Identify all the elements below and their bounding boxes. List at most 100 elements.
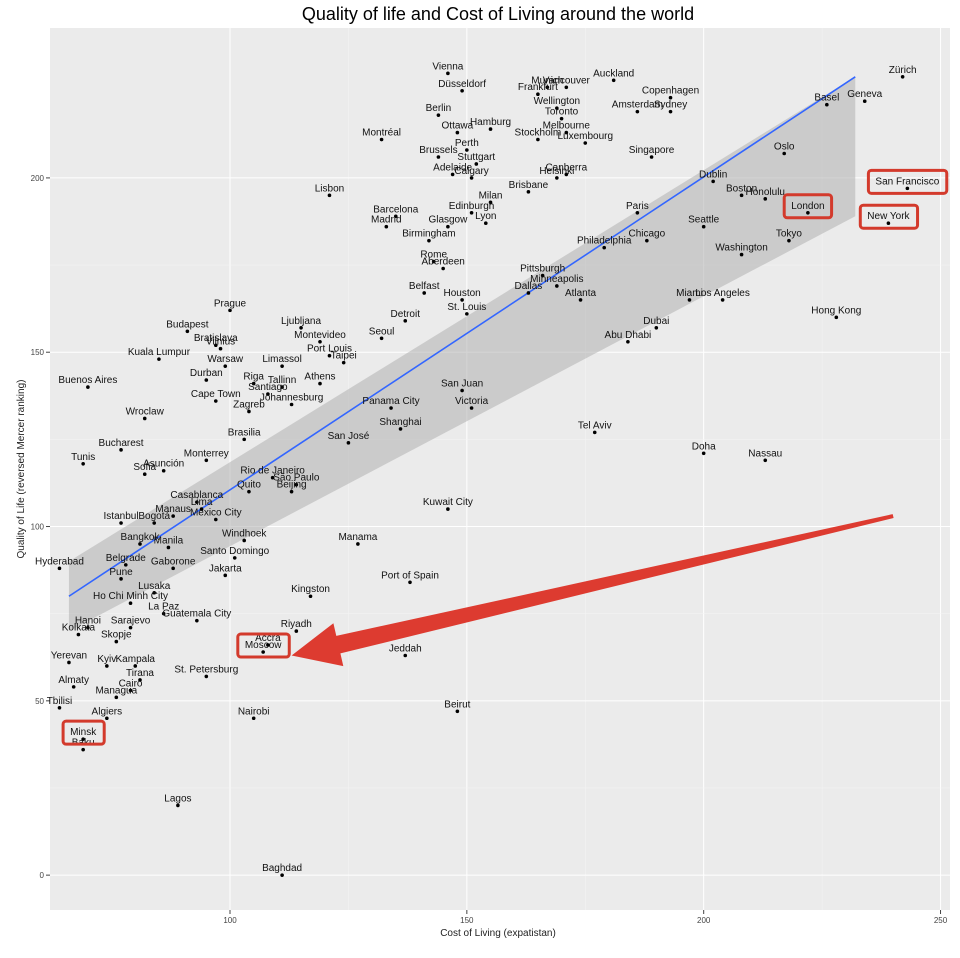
city-label: London [791,201,824,212]
data-point [540,273,545,278]
city-label: Lisbon [315,183,344,194]
data-point [138,678,142,682]
city-label: Abu Dhabi [605,330,652,341]
data-point [545,85,550,90]
data-point [289,489,294,494]
data-point [900,75,905,79]
city-label: Nairobi [238,706,270,717]
city-label: Managua [95,685,137,696]
data-point [223,573,228,578]
data-point [251,381,256,386]
data-point [152,590,157,595]
city-label: Guatemala City [162,609,231,620]
data-point [81,747,85,752]
city-label: Philadelphia [577,236,632,247]
data-point [483,221,488,226]
data-point [379,137,384,142]
data-point [299,326,303,330]
city-label: Stuttgart [457,152,495,163]
city-label: Santiago [248,382,288,393]
city-label: Santo Domingo [200,546,269,557]
city-label: Cairo [119,678,143,689]
data-point [687,298,692,302]
city-label: Wellington [534,96,581,107]
data-point [488,127,493,131]
city-label: Pune [109,567,133,578]
data-point [318,381,322,386]
city-label: Athens [304,372,335,383]
y-tick-label: 0 [40,871,45,880]
city-label: Belgrade [106,553,146,564]
city-label: Quito [237,480,261,491]
city-label: Edinburgh [449,201,495,212]
city-label: Amsterdam [612,100,663,111]
data-point [763,197,768,201]
data-point [469,406,474,410]
data-point [384,224,389,229]
data-point [294,629,299,633]
city-label: Tel Aviv [578,420,612,431]
city-label: Riga [243,372,264,383]
data-point [398,427,403,431]
data-point [232,556,237,560]
data-point [223,364,228,368]
data-point [185,329,190,334]
city-label: Lusaka [138,581,171,592]
chart-title: Quality of life and Cost of Living aroun… [302,4,694,24]
city-label: Helsinki [539,166,574,177]
city-label: Casablanca [170,490,223,501]
data-point [564,130,569,135]
city-label: Warsaw [207,354,244,365]
y-tick-label: 150 [31,348,45,357]
data-point [469,176,474,180]
city-label: Boston [726,183,757,194]
data-point [862,99,867,104]
grid-lines [50,28,950,910]
city-label: Windhoek [222,528,267,539]
city-label: Seoul [369,326,395,337]
data-point [526,291,531,295]
data-point [171,566,175,571]
city-label: Vilnius [206,337,235,348]
city-label: Lima [191,497,213,508]
data-point [280,873,284,877]
city-label: Panama City [362,396,419,407]
data-point [474,162,479,166]
data-point [536,137,540,142]
data-point [176,803,180,808]
city-label: Brussels [419,145,457,156]
data-point [905,186,910,191]
city-label: Wroclaw [126,406,165,417]
city-label: Almaty [58,675,89,686]
city-label: Dubai [643,316,669,327]
data-point [602,245,607,250]
data-point [611,78,616,83]
city-labels: Zürich Geneva Vienna MunichVancouverAucklan… [35,61,940,874]
data-point [379,336,384,341]
city-label: Glasgow [428,215,468,226]
data-point [128,625,133,630]
city-label: São Paulo [273,473,320,484]
data-point [280,364,284,368]
data-point [213,343,218,348]
city-label: Atlanta [565,288,597,299]
city-label: Paris [626,201,649,212]
data-point [649,155,654,159]
city-label: Budapest [166,319,208,330]
city-label: Washington [715,243,767,254]
data-point [341,360,346,365]
city-label: Copenhagen [642,86,699,97]
city-label: Munich [531,75,563,86]
data-point [161,468,166,473]
city-label: Moscow [245,640,282,651]
data-point [711,179,715,184]
data-point [247,409,251,414]
data-point [555,284,559,288]
city-label: Perth [455,138,479,149]
city-label: Limassol [262,354,301,365]
city-label: Kingston [291,584,330,595]
data-point [218,346,223,351]
data-point [635,210,640,215]
city-label: Prague [214,298,247,309]
